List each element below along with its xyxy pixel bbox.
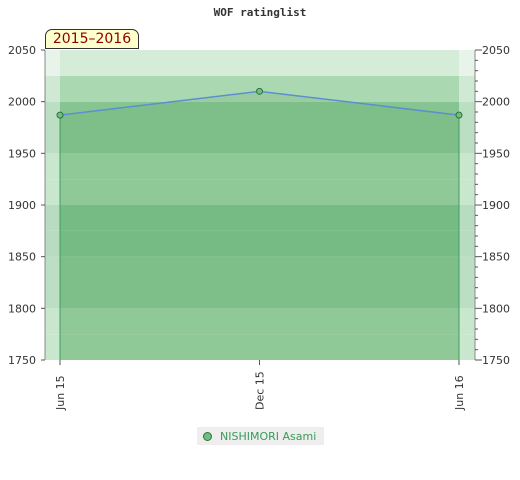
background-band — [45, 127, 475, 154]
data-point — [256, 87, 263, 95]
chart-title: WOF ratinglist — [213, 6, 307, 19]
data-point — [455, 111, 463, 119]
period-badge: 2015–2016 — [45, 29, 139, 49]
background-band — [45, 282, 475, 309]
background-band — [45, 101, 475, 128]
series-marks — [56, 87, 463, 119]
right-margin-strip — [459, 50, 475, 360]
x-tick-label: Dec 15 — [254, 371, 267, 410]
left-margin-strip — [45, 50, 60, 360]
x-tick-label: Jun 15 — [54, 375, 67, 411]
legend-marker-icon — [203, 431, 212, 441]
y-tick-label-right: 1950 — [482, 147, 510, 160]
background-band — [45, 334, 475, 360]
background-band — [45, 308, 475, 335]
rating-chart: 1750 1750 1800 1800 1850 1850 1900 1900 1950 1950… — [8, 44, 510, 411]
y-tick-label-right: 1900 — [482, 199, 510, 212]
background-band — [45, 179, 475, 205]
y-tick-label-right: 1850 — [482, 251, 510, 264]
background-band — [45, 50, 475, 76]
legend[interactable]: NISHIMORI Asami — [197, 427, 325, 445]
y-tick-label-left: 1800 — [8, 302, 36, 315]
background-band — [45, 205, 475, 231]
y-tick-label-left: 1950 — [8, 147, 36, 160]
y-tick-label-right: 2050 — [482, 44, 510, 57]
axes: 1750 1750 1800 1800 1850 1850 1900 1900 1950 1950… — [8, 44, 510, 411]
x-tick-label: Jun 16 — [453, 375, 466, 411]
y-tick-label-left: 1850 — [8, 251, 36, 264]
y-tick-label-left: 1900 — [8, 199, 36, 212]
y-tick-label-right: 1750 — [482, 354, 510, 367]
background-band — [45, 153, 475, 180]
data-point — [56, 111, 64, 119]
y-tick-label-right: 2000 — [482, 96, 510, 109]
series-area-layer — [59, 91, 460, 360]
legend-label: NISHIMORI Asami — [220, 429, 317, 443]
y-tick-label-left: 1750 — [8, 354, 36, 367]
y-tick-label-right: 1800 — [482, 302, 510, 315]
y-tick-label-left: 2000 — [8, 96, 36, 109]
y-tick-label-left: 2050 — [8, 44, 36, 57]
background-band — [45, 256, 475, 283]
series-area — [60, 91, 459, 360]
background-band — [45, 230, 475, 257]
